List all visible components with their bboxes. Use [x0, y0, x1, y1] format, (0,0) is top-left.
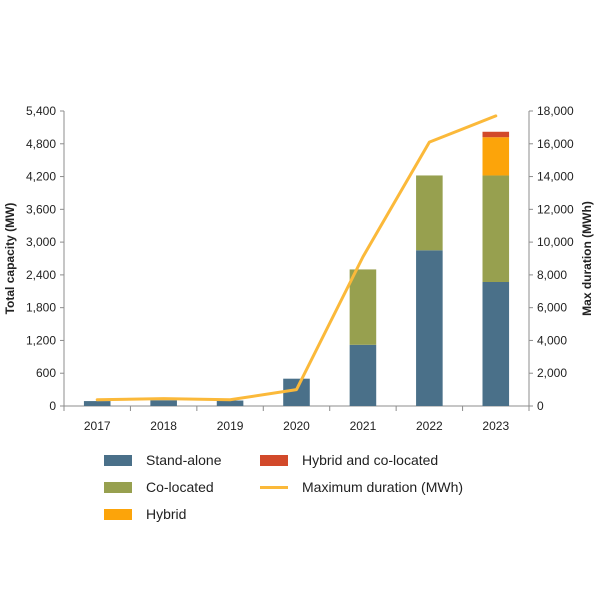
- bar-co-located-2021: [349, 269, 377, 345]
- legend-item-co-located: Co-located: [104, 479, 214, 495]
- legend-swatch-maximum-duration: [260, 485, 288, 489]
- bar-co-located-2022: [416, 175, 443, 251]
- legend-item-hybrid-and-co-located: Hybrid and co-located: [260, 452, 438, 468]
- legend-swatch-co-located: [104, 481, 132, 493]
- y-right-tick-label: 0: [537, 399, 544, 413]
- x-tick-label: 2021: [350, 419, 377, 433]
- chart-plot: 0 600 1,200 1,800 2,400 3,000 3,600 4,200 4,800 5…: [3, 104, 594, 433]
- bar-hybrid-2023: [482, 137, 510, 176]
- y-left-tick-label: 5,400: [26, 104, 56, 118]
- y-right-tick-label: 16,000: [537, 137, 574, 151]
- legend-label-co-located: Co-located: [146, 479, 214, 495]
- chart-legend: Stand-alone Co-located Hybrid Hybrid and…: [104, 452, 544, 532]
- x-tick-label: 2018: [150, 419, 177, 433]
- legend-label-stand-alone: Stand-alone: [146, 452, 222, 468]
- legend-swatch-hybrid: [104, 508, 132, 520]
- bar-stand-alone-2018: [150, 400, 177, 406]
- y-left-tick-label: 600: [36, 366, 56, 380]
- y-left-tick-label: 3,600: [26, 202, 56, 216]
- y-left-tick-label: 0: [49, 399, 56, 413]
- y-axis-right-title: Max duration (MWh): [580, 201, 594, 316]
- x-tick-label: 2019: [217, 419, 244, 433]
- bar-stand-alone-2021: [349, 344, 377, 406]
- y-left-tick-label: 2,400: [26, 268, 56, 282]
- bar-stand-alone-2019: [216, 400, 244, 406]
- legend-item-hybrid: Hybrid: [104, 506, 186, 522]
- y-axis-left-title: Total capacity (MW): [3, 203, 17, 315]
- x-tick-label: 2023: [482, 419, 509, 433]
- y-left-tick-label: 1,800: [26, 301, 56, 315]
- bar-stand-alone-2017: [83, 401, 111, 406]
- legend-item-stand-alone: Stand-alone: [104, 452, 222, 468]
- y-left-tick-label: 4,200: [26, 170, 56, 184]
- x-tick-label: 2017: [84, 419, 111, 433]
- y-left-tick-label: 3,000: [26, 235, 56, 249]
- legend-swatch-hybrid-and-co-located: [260, 454, 288, 466]
- x-tick-label: 2020: [283, 419, 310, 433]
- legend-item-maximum-duration: Maximum duration (MWh): [260, 479, 463, 495]
- y-right-tick-label: 14,000: [537, 170, 574, 184]
- legend-label-hybrid-and-co-located: Hybrid and co-located: [302, 452, 439, 468]
- y-left-tick-label: 1,200: [26, 333, 56, 347]
- legend-label-hybrid: Hybrid: [146, 506, 187, 522]
- bar-stand-alone-2023: [482, 281, 510, 406]
- y-right-tick-label: 2,000: [537, 366, 567, 380]
- x-tick-label: 2022: [416, 419, 443, 433]
- legend-swatch-stand-alone: [104, 454, 132, 466]
- y-right-tick-label: 8,000: [537, 268, 567, 282]
- bar-hybrid-and-co-located-2023: [482, 131, 510, 138]
- legend-label-maximum-duration: Maximum duration (MWh): [302, 479, 464, 495]
- bar-stand-alone-2022: [416, 250, 443, 406]
- y-right-tick-label: 6,000: [537, 301, 567, 315]
- y-right-tick-label: 18,000: [537, 104, 574, 118]
- y-right-tick-label: 4,000: [537, 333, 567, 347]
- y-right-tick-label: 10,000: [537, 235, 574, 249]
- y-left-tick-label: 4,800: [26, 137, 56, 151]
- y-right-tick-label: 12,000: [537, 202, 574, 216]
- bar-co-located-2023: [482, 175, 510, 282]
